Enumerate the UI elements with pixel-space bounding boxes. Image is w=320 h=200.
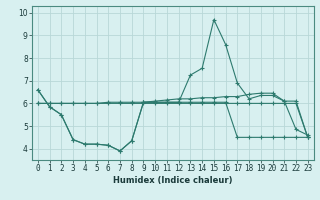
X-axis label: Humidex (Indice chaleur): Humidex (Indice chaleur) <box>113 176 233 185</box>
